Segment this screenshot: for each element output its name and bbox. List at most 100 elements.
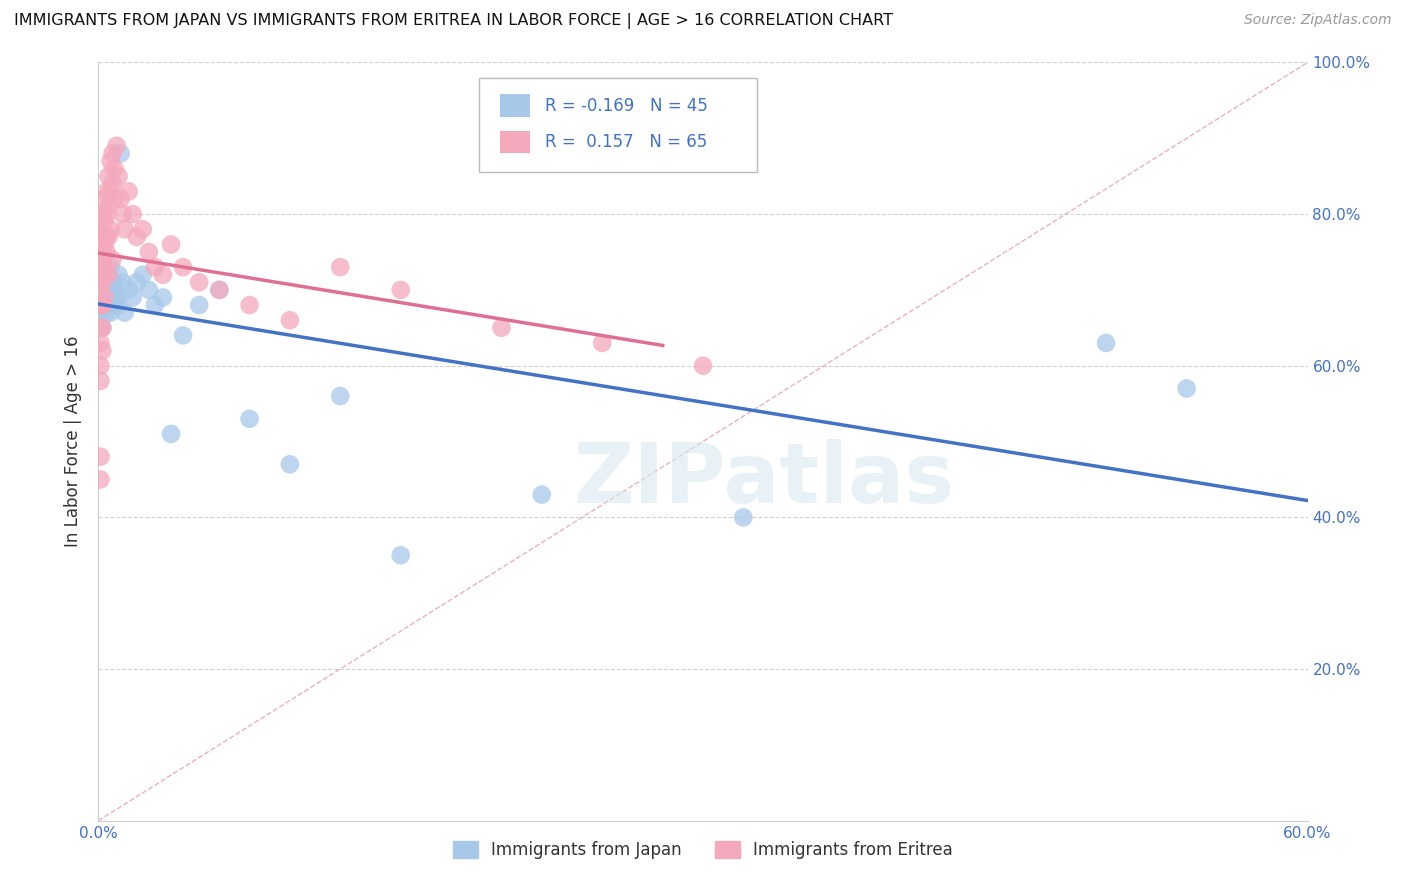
Point	[591, 335, 613, 350]
Point	[239, 298, 262, 312]
Point	[138, 283, 160, 297]
Point	[91, 320, 114, 334]
Point	[103, 298, 125, 312]
Point	[329, 260, 352, 275]
Point	[107, 169, 129, 184]
Text: Source: ZipAtlas.com: Source: ZipAtlas.com	[1244, 13, 1392, 28]
Point	[110, 146, 132, 161]
Point	[132, 268, 155, 282]
Y-axis label: In Labor Force | Age > 16: In Labor Force | Age > 16	[65, 335, 83, 548]
Point	[101, 252, 124, 267]
Point	[1175, 382, 1198, 396]
Text: R =  0.157   N = 65: R = 0.157 N = 65	[544, 133, 707, 151]
Point	[160, 237, 183, 252]
Point	[143, 298, 166, 312]
Point	[107, 268, 129, 282]
Point	[278, 458, 301, 472]
Point	[107, 298, 129, 312]
FancyBboxPatch shape	[479, 78, 758, 172]
Point	[100, 222, 122, 236]
Point	[111, 275, 134, 289]
Point	[100, 153, 122, 168]
Point	[91, 229, 114, 244]
Point	[91, 298, 114, 312]
Point	[93, 214, 115, 228]
Legend: Immigrants from Japan, Immigrants from Eritrea: Immigrants from Japan, Immigrants from E…	[446, 834, 960, 865]
Point	[91, 343, 114, 358]
Point	[101, 177, 124, 191]
Point	[89, 450, 111, 464]
Point	[100, 184, 122, 198]
Text: ZIPatlas: ZIPatlas	[574, 439, 953, 520]
Point	[121, 291, 143, 305]
Text: IMMIGRANTS FROM JAPAN VS IMMIGRANTS FROM ERITREA IN LABOR FORCE | AGE > 16 CORRE: IMMIGRANTS FROM JAPAN VS IMMIGRANTS FROM…	[14, 13, 893, 29]
Point	[89, 283, 111, 297]
Point	[188, 275, 211, 289]
Point	[105, 291, 128, 305]
Point	[103, 192, 125, 206]
Point	[93, 283, 115, 297]
Point	[125, 275, 148, 289]
Point	[97, 169, 120, 184]
Point	[93, 298, 115, 312]
Point	[89, 359, 111, 373]
Point	[91, 268, 114, 282]
Point	[1095, 335, 1118, 350]
Point	[278, 313, 301, 327]
Point	[121, 207, 143, 221]
Point	[93, 260, 115, 275]
Point	[208, 283, 231, 297]
Point	[96, 184, 118, 198]
Point	[110, 192, 132, 206]
Point	[111, 207, 134, 221]
Point	[105, 138, 128, 153]
Point	[96, 244, 118, 259]
Point	[143, 260, 166, 275]
Point	[208, 283, 231, 297]
Point	[101, 275, 124, 289]
Point	[96, 229, 118, 244]
Point	[93, 192, 115, 206]
Point	[91, 291, 114, 305]
Point	[100, 305, 122, 319]
Point	[89, 260, 111, 275]
Point	[93, 237, 115, 252]
Point	[152, 268, 174, 282]
Point	[530, 487, 553, 501]
Point	[89, 473, 111, 487]
Point	[114, 305, 136, 319]
Point	[97, 298, 120, 312]
Point	[152, 291, 174, 305]
Point	[97, 199, 120, 213]
Bar	[501, 95, 530, 117]
Point	[96, 305, 118, 319]
Point	[239, 412, 262, 426]
Point	[93, 291, 115, 305]
Point	[491, 320, 513, 334]
Point	[389, 283, 412, 297]
Point	[101, 146, 124, 161]
Point	[89, 298, 111, 312]
Point	[389, 548, 412, 563]
Point	[103, 161, 125, 176]
Point	[89, 283, 111, 297]
Point	[89, 320, 111, 334]
Point	[91, 298, 114, 312]
Point	[93, 275, 115, 289]
Point	[96, 291, 118, 305]
Point	[93, 268, 115, 282]
Point	[97, 229, 120, 244]
Point	[89, 260, 111, 275]
Point	[132, 222, 155, 236]
Point	[96, 207, 118, 221]
Point	[138, 244, 160, 259]
Point	[329, 389, 352, 403]
Point	[89, 222, 111, 236]
Point	[89, 335, 111, 350]
Point	[125, 229, 148, 244]
Point	[91, 275, 114, 289]
Point	[172, 260, 194, 275]
Point	[97, 268, 120, 282]
Point	[188, 298, 211, 312]
Point	[97, 268, 120, 282]
